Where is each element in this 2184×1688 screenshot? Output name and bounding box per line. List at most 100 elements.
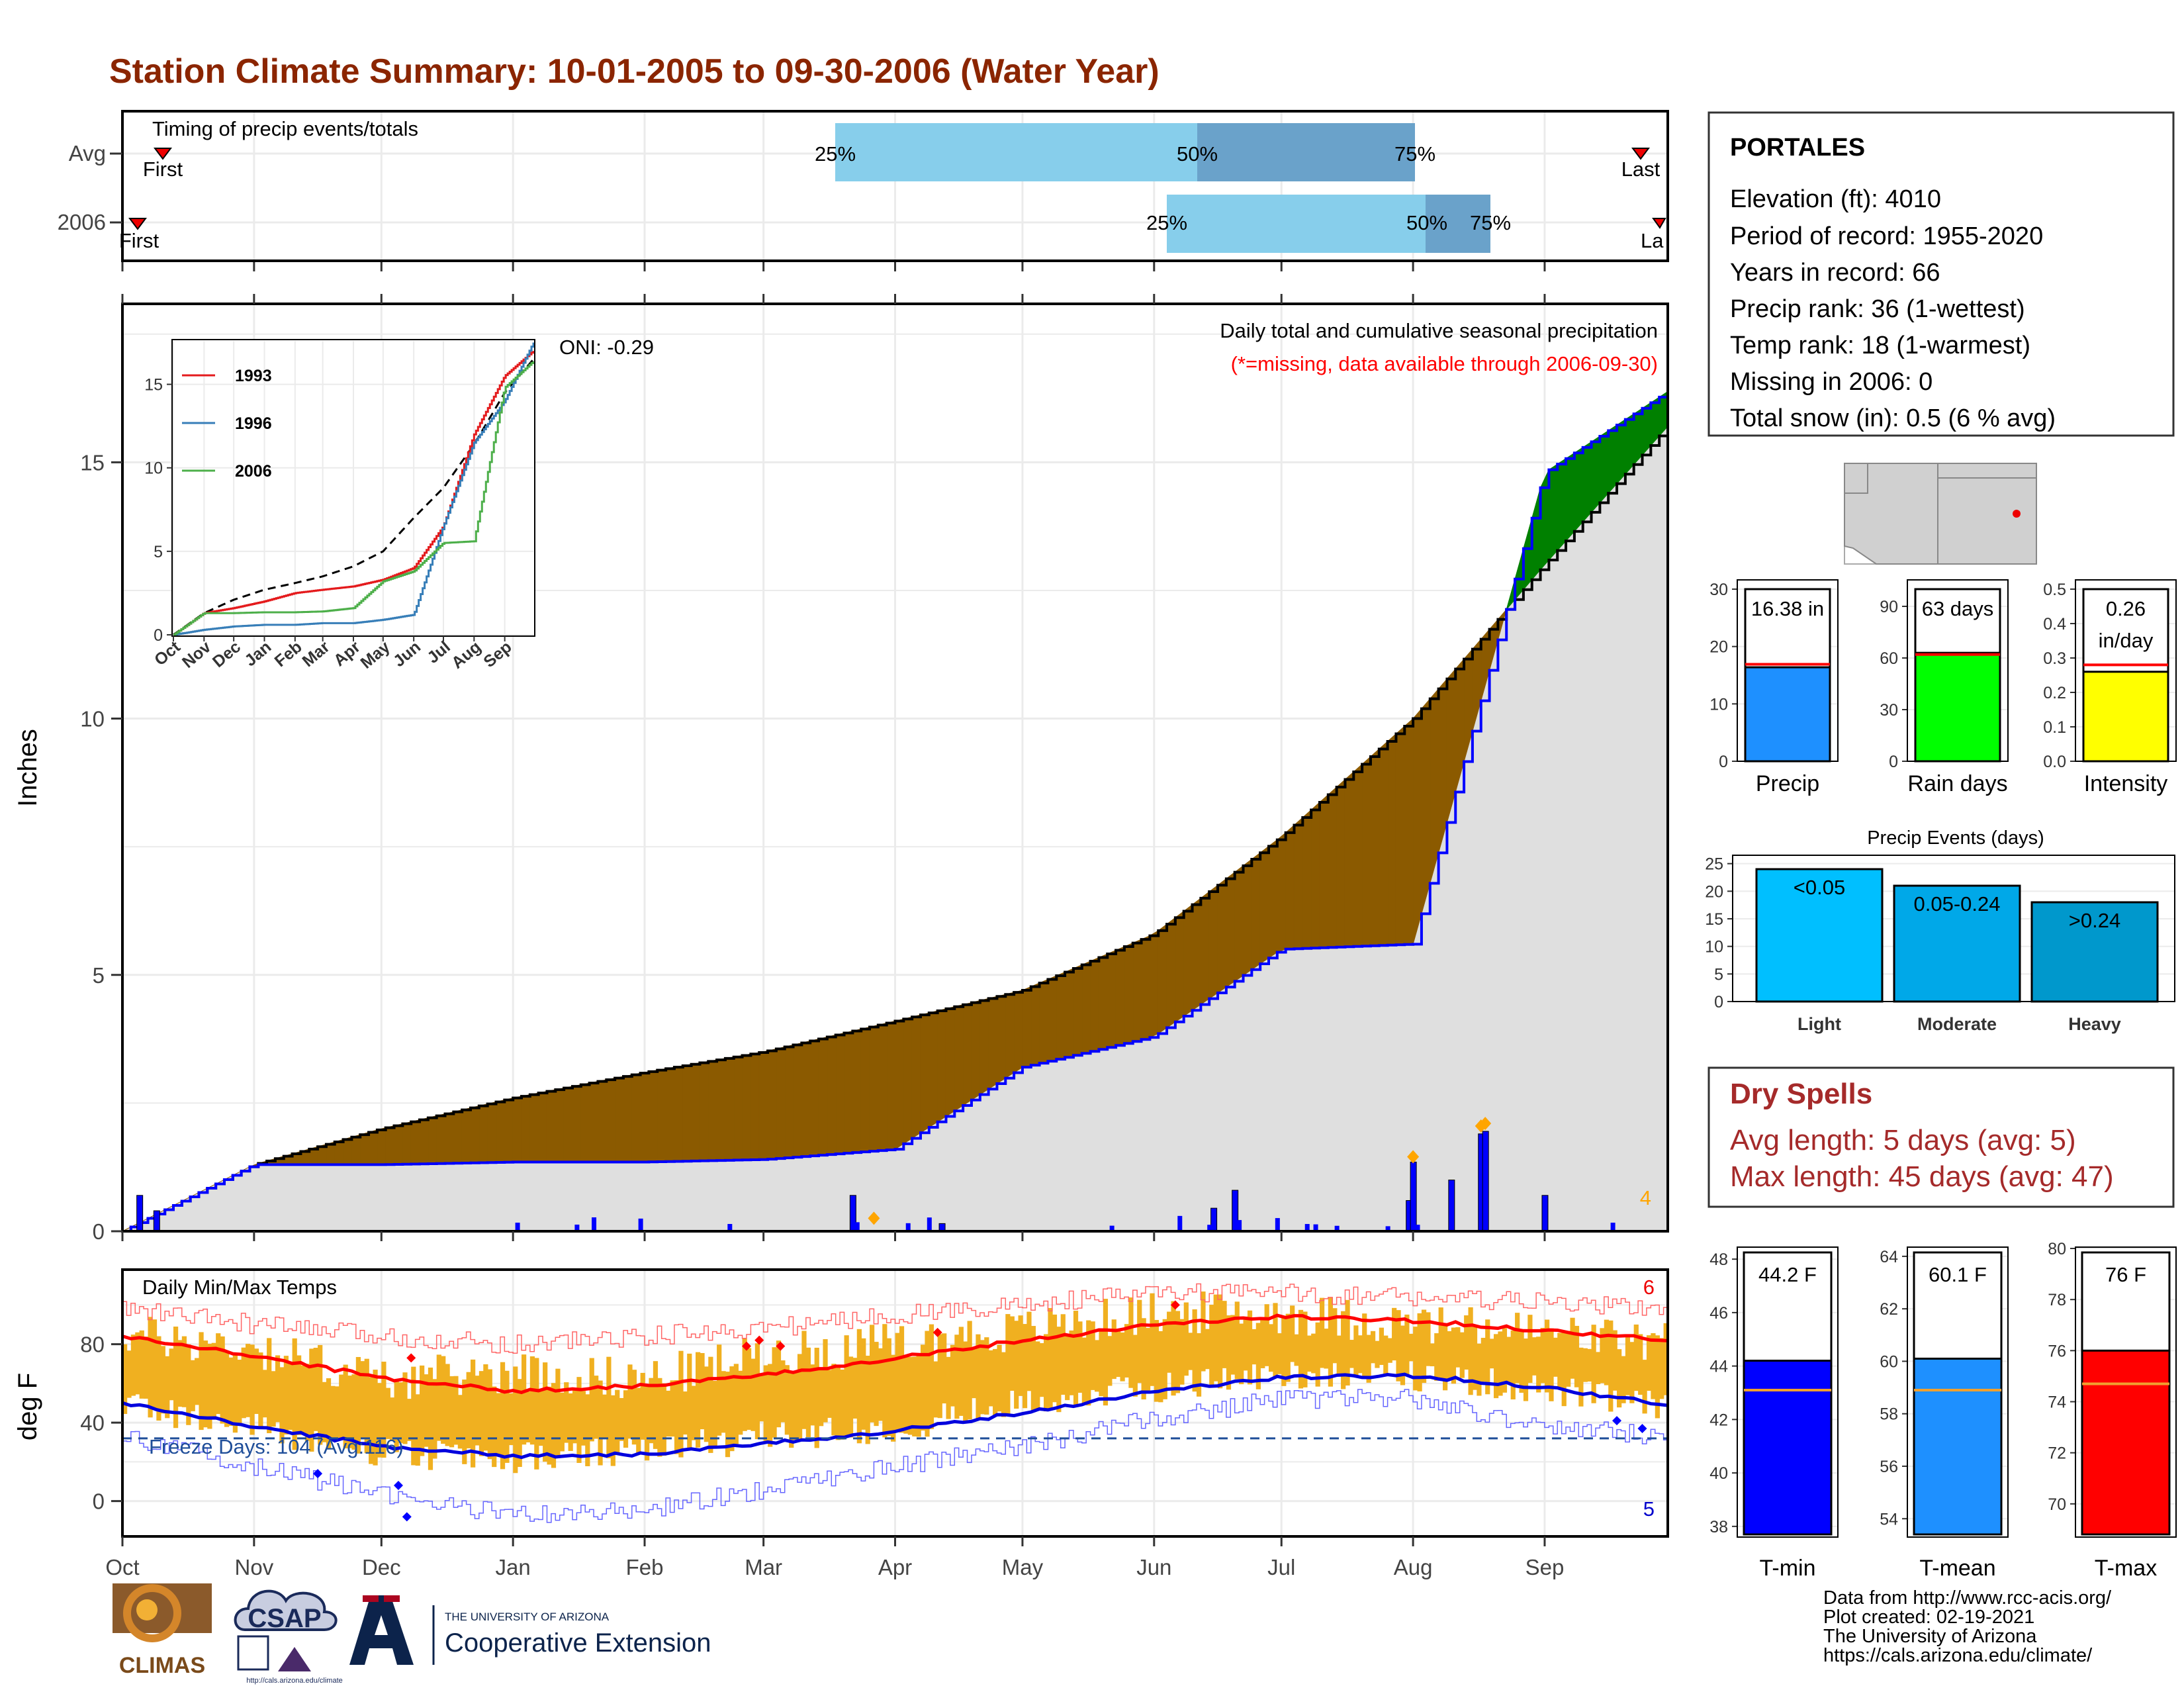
precip-departure-segment [988,996,997,1090]
temp-summary-ytick-label: 54 [1880,1510,1898,1528]
dry-spells-box: Dry Spells Avg length: 5 days (avg: 5) M… [1707,1066,2175,1208]
summary-ytick-label: 0.1 [2043,718,2066,737]
daily-temp-bar [1226,1315,1232,1390]
inset-ytick-label: 5 [154,543,163,561]
temp-summary-value-label: 60.1 F [1929,1263,1987,1286]
events-bin-label: <0.05 [1794,876,1845,899]
inset-legend-label: 2006 [235,462,272,481]
daily-temp-bar [997,1344,1002,1412]
daily-temp-bar [449,1376,455,1448]
daily-temp-bar [275,1355,281,1423]
daily-temp-bar [1188,1333,1193,1370]
daily-temp-bar [300,1365,306,1432]
daily-temp-bar [471,1359,476,1468]
daily-temp-bar [1069,1330,1074,1395]
daily-temp-bar [602,1394,608,1439]
daily-temp-bar [958,1327,964,1416]
daily-temp-bar [1324,1329,1329,1369]
daily-temp-bar [1264,1304,1269,1366]
precip-header: Daily total and cumulative seasonal prec… [1220,319,1658,342]
daily-temp-bar [916,1353,921,1437]
precip-panel: 0 5 10 15 Inches ONI: -0.29 Daily total and… [13,294,1669,1244]
daily-temp-bar [326,1378,332,1450]
obs-cumulative-line [122,391,1669,1233]
daily-temp-bar [1468,1307,1473,1395]
daily-precip-bar [638,1218,643,1231]
events-bin-label: >0.24 [2069,909,2120,932]
daily-temp-bar [691,1385,696,1440]
daily-temp-bar [453,1376,459,1445]
daily-temp-bar [398,1382,404,1443]
daily-precip-bar [574,1224,580,1231]
daily-temp-bar [364,1358,369,1454]
summary-bar-label: Precip [1756,771,1819,796]
daily-temp-bar [513,1366,518,1474]
precip-departure-segment [1047,975,1057,1062]
daily-temp-bar [1455,1327,1461,1368]
daily-temp-bar [1145,1328,1151,1391]
daily-temp-bar [1370,1331,1376,1364]
daily-temp-bar [1065,1336,1070,1401]
daily-temp-bar [186,1344,191,1425]
precip-departure-segment [1268,839,1278,959]
daily-temp-bar [483,1364,488,1451]
daily-precip-bar [1385,1226,1390,1231]
precip-departure-segment [1574,446,1584,533]
daily-temp-bar [1498,1331,1503,1396]
daily-temp-bar [478,1371,484,1456]
daily-precip-bar [1483,1217,1488,1231]
inset-legend-label: 1993 [235,367,272,385]
temp-summary-ytick-label: 60 [1880,1352,1898,1371]
daily-temp-bar [351,1374,357,1450]
daily-precip-bar [1313,1224,1318,1231]
daily-temp-bar [199,1332,204,1430]
temp-ytick-label: 80 [80,1333,105,1357]
daily-temp-bar [360,1361,365,1439]
timing-bar-avg-upper [1197,123,1415,181]
summary-ytick-label: 0.3 [2043,649,2066,668]
daily-temp-bar [657,1378,662,1457]
daily-temp-bar [1014,1321,1019,1409]
daily-temp-bar [283,1356,289,1435]
daily-temp-bar [1030,1326,1036,1413]
daily-temp-bar [929,1324,934,1429]
daily-temp-bar [1608,1320,1614,1412]
precip-departure-segment [699,1060,709,1162]
precip-ytick-label: 15 [80,450,105,475]
daily-temp-bar [920,1344,926,1431]
daily-temp-bar [1039,1343,1044,1397]
daily-temp-bar [377,1383,383,1458]
record-low-marker [1612,1416,1622,1426]
daily-temp-bar [1128,1297,1134,1388]
daily-temp-bar [126,1350,132,1398]
precip-departure-segment [394,1123,403,1165]
daily-temp-bar [262,1370,267,1418]
inset-legend-label: 1996 [235,414,272,433]
daily-temp-bar [1426,1312,1431,1366]
daily-temp-bar [1137,1299,1142,1383]
daily-temp-bar [606,1356,612,1458]
daily-temp-bar [835,1366,841,1440]
daily-precip-bar [592,1217,597,1231]
daily-temp-bar [1209,1304,1214,1387]
daily-temp-bar [271,1371,276,1427]
daily-temp-bar [322,1382,327,1442]
daily-temp-bar [1582,1348,1588,1382]
daily-temp-bar [1480,1338,1486,1382]
daily-temp-bar [1222,1301,1227,1368]
daily-temp-bar [347,1376,353,1448]
station-snow: Total snow (in): 0.5 (6 % avg) [1730,404,2056,432]
daily-temp-bar [678,1350,684,1458]
precip-departure-segment [538,1091,547,1162]
daily-temp-bar [729,1366,735,1452]
daily-temp-bar [1175,1311,1181,1393]
precip-departure-segment [521,1094,531,1162]
missing-note: (*=missing, data available through 2006-… [1231,352,1658,375]
daily-temp-bar [1090,1321,1095,1390]
events-bar [1893,884,2021,1003]
precip-departure-segment [1328,786,1338,948]
daily-temp-bar [1269,1324,1274,1372]
precip-departure-segment [402,1121,412,1165]
daily-temp-bar [687,1353,692,1448]
month-label: Sep [1525,1555,1565,1579]
